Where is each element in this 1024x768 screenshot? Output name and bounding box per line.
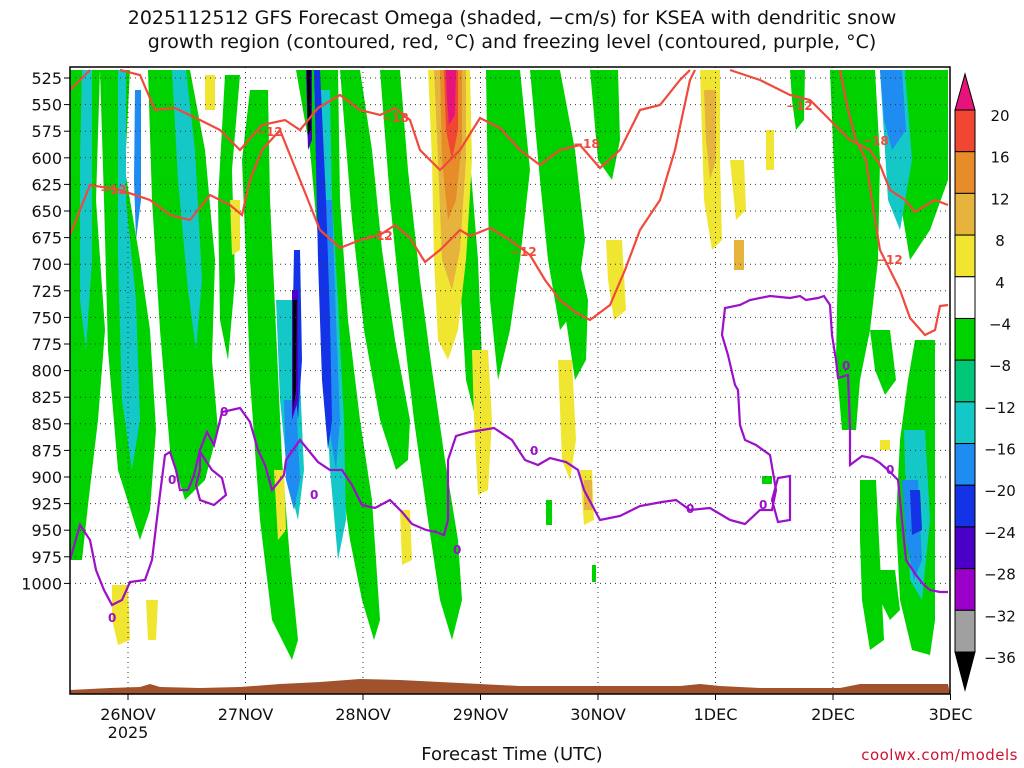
contour-label-purple: 0 [686, 502, 694, 516]
colorbar-swatch [954, 317, 976, 361]
y-tick-label: 575 [31, 122, 62, 141]
plot-frame [69, 66, 951, 695]
y-tick-label: 900 [31, 468, 62, 487]
y-tick-label: 625 [31, 175, 62, 194]
red-contour-lower [70, 69, 949, 337]
y-tick-label: 550 [31, 96, 62, 115]
y-tick-label: 700 [31, 255, 62, 274]
colorbar-swatch [954, 151, 976, 194]
y-tick-label: 525 [31, 69, 62, 88]
y-axis-ticks: 525 550 575 600 625 650 675 700 725 750 775 800 825 8… [21, 69, 70, 593]
y-tick-label: 925 [31, 495, 62, 514]
contour-label-red: −12 [256, 125, 283, 139]
colorbar-label: −36 [984, 649, 1016, 667]
y-tick-label: 775 [31, 335, 62, 354]
colorbar-label: −8 [989, 357, 1011, 375]
colorbar: 20 16 12 8 4 −4 −8 −12 −16 −20 −24 −28 −32 −36 [954, 72, 1016, 692]
colorbar-swatch [954, 568, 976, 611]
colorbar-label: 4 [995, 274, 1005, 292]
purple-contour-loop-2 [770, 474, 792, 524]
contour-label-purple: 0 [453, 543, 461, 557]
contour-label-purple: 0 [310, 488, 318, 502]
colorbar-label: −12 [984, 399, 1016, 417]
colorbar-label: 16 [990, 149, 1009, 167]
x-tick-label: 2DEC [811, 705, 855, 724]
contour-label-red: −12 [100, 183, 127, 197]
colorbar-swatch [954, 359, 976, 403]
contour-label-purple: 0 [759, 498, 767, 512]
title-line-1: 2025112512 GFS Forecast Omega (shaded, −… [127, 7, 897, 29]
x-axis-ticks: 26NOV 27NOV 28NOV 29NOV 30NOV 1DEC 2DEC 3DEC [100, 694, 972, 724]
colorbar-swatch [954, 234, 976, 278]
colorbar-swatch [954, 609, 976, 653]
y-tick-label: 875 [31, 441, 62, 460]
x-tick-label: 3DEC [929, 705, 973, 724]
y-tick-label: 825 [31, 388, 62, 407]
y-tick-label: 675 [31, 229, 62, 248]
colorbar-label: −4 [989, 315, 1011, 333]
contour-label-red: −12 [786, 99, 813, 113]
y-tick-label: 600 [31, 149, 62, 168]
colorbar-swatch [954, 401, 976, 445]
colorbar-top-arrow [954, 72, 976, 111]
x-tick-label: 1DEC [694, 705, 738, 724]
contour-label-red: −12 [876, 253, 903, 267]
x-axis-label: Forecast Time (UTC) [421, 744, 603, 765]
y-tick-label: 850 [31, 415, 62, 434]
purple-contour-main [70, 294, 948, 607]
ground-terrain [70, 679, 950, 694]
colorbar-label: 12 [990, 190, 1009, 208]
y-tick-label: 750 [31, 308, 62, 327]
colorbar-label: −16 [984, 441, 1016, 459]
contour-label-purple: 0 [530, 444, 538, 458]
colorbar-swatch [954, 109, 976, 153]
x-tick-label: 27NOV [218, 705, 274, 724]
colorbar-label: 8 [995, 232, 1005, 250]
contour-label-purple: 0 [886, 463, 894, 477]
colorbar-bottom-arrow [954, 651, 976, 692]
y-tick-label: 950 [31, 521, 62, 540]
credit-text: coolwx.com/models [861, 746, 1018, 764]
y-tick-label: 1000 [21, 574, 62, 593]
contour-label-purple: 0 [220, 405, 228, 419]
colorbar-label: −20 [984, 482, 1016, 500]
contour-label-red: −18 [382, 111, 409, 125]
colorbar-label: −32 [984, 607, 1016, 625]
colorbar-swatch [954, 276, 976, 319]
colorbar-label: 20 [990, 107, 1009, 125]
x-tick-label: 30NOV [570, 705, 626, 724]
red-contour-upper [70, 68, 949, 214]
x-tick-label: 28NOV [335, 705, 391, 724]
colorbar-swatch [954, 484, 976, 528]
purple-contour-loop-1 [194, 448, 228, 507]
contour-label-red: −12 [366, 229, 393, 243]
contour-label-red: −18 [573, 137, 600, 151]
colorbar-swatch [954, 192, 976, 236]
contour-label-red: −18 [862, 134, 889, 148]
contour-label-purple: 0 [108, 611, 116, 625]
x-tick-label: 26NOV [100, 705, 156, 724]
y-tick-label: 725 [31, 282, 62, 301]
y-tick-label: 800 [31, 362, 62, 381]
y-tick-label: 975 [31, 548, 62, 567]
colorbar-label: −24 [984, 524, 1016, 542]
grid-lines [70, 67, 950, 694]
contour-label-red: −12 [510, 245, 537, 259]
y-tick-label: 650 [31, 202, 62, 221]
title-line-2: growth region (contoured, red, °C) and f… [147, 31, 877, 53]
colorbar-label: −28 [984, 566, 1016, 584]
contour-label-purple: 0 [842, 359, 850, 373]
contour-label-purple: 0 [168, 473, 176, 487]
colorbar-swatch [954, 526, 976, 570]
chart-title: 2025112512 GFS Forecast Omega (shaded, −… [0, 6, 1024, 54]
x-tick-label: 29NOV [453, 705, 509, 724]
colorbar-swatch [954, 443, 976, 486]
x-axis-year: 2025 [108, 723, 149, 742]
